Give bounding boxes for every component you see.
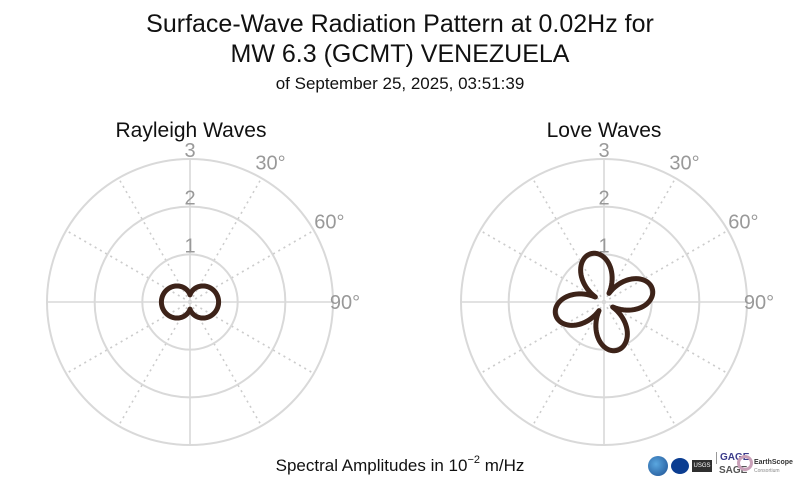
rayleigh-radial-tick-1: 1 [184, 235, 195, 257]
rayleigh-spoke [189, 301, 315, 375]
caption-prefix: Spectral Amplitudes in [275, 456, 449, 475]
love-angle-tick-60: 60° [728, 212, 758, 234]
nasa-logo [671, 458, 689, 474]
love-radiation-pattern [552, 250, 656, 354]
usgs-logo: USGS [692, 460, 712, 472]
amplitude-caption: Spectral Amplitudes in 10−2 m/Hz [0, 454, 800, 476]
rayleigh-angle-tick-90: 90° [330, 292, 360, 314]
love-spoke [531, 177, 605, 303]
love-radial-tick-2: 2 [598, 188, 609, 210]
love-angle-tick-30: 30° [669, 153, 699, 175]
love-spoke [603, 301, 677, 427]
earthscope-logo-icon [737, 455, 753, 471]
rayleigh-radial-tick-2: 2 [184, 188, 195, 210]
rayleigh-radial-tick-3: 3 [184, 140, 195, 162]
rayleigh-angle-tick-60: 60° [314, 212, 344, 234]
love-ring-3 [460, 158, 748, 446]
rayleigh-plot-title: Rayleigh Waves [115, 119, 267, 142]
earthscope-logo-text: EarthScope [754, 459, 793, 466]
rayleigh-radiation-pattern [158, 283, 222, 321]
rayleigh-ring-1 [141, 253, 239, 351]
rayleigh-spoke [65, 301, 191, 375]
rayleigh-spoke [189, 177, 263, 303]
love-spoke [479, 301, 605, 375]
love-spoke [479, 229, 605, 303]
sponsor-logos: USGS GAGE SAGE EarthScope Consortium [648, 452, 794, 486]
caption-exponent: −2 [467, 454, 480, 466]
love-spoke [531, 301, 605, 427]
love-plot-title: Love Waves [546, 119, 662, 142]
rayleigh-spoke [189, 229, 315, 303]
love-spoke [603, 177, 677, 303]
rayleigh-spoke [189, 301, 263, 427]
sage-logo: SAGE [719, 465, 748, 476]
rayleigh-spoke [65, 229, 191, 303]
chart-title-line1: Surface-Wave Radiation Pattern at 0.02Hz… [146, 10, 654, 38]
chart-title-line2: MW 6.3 (GCMT) VENEZUELA [230, 40, 570, 68]
rayleigh-ring-3 [46, 158, 334, 446]
earthscope-logo-subtext: Consortium [754, 468, 780, 474]
love-spoke [603, 229, 729, 303]
caption-suffix: m/Hz [480, 456, 525, 475]
nsf-logo [648, 456, 668, 476]
rayleigh-ring-2 [93, 205, 287, 399]
love-angle-tick-90: 90° [744, 292, 774, 314]
rayleigh-angle-tick-30: 30° [255, 153, 285, 175]
love-ring-2 [507, 205, 701, 399]
gage-logo: GAGE [716, 452, 749, 464]
caption-base: 10 [448, 456, 468, 475]
love-radial-tick-3: 3 [598, 140, 609, 162]
chart-subtitle: of September 25, 2025, 03:51:39 [275, 74, 525, 93]
love-spoke [603, 301, 729, 375]
love-radial-tick-1: 1 [598, 235, 609, 257]
rayleigh-spoke [117, 177, 191, 303]
rayleigh-spoke [117, 301, 191, 427]
